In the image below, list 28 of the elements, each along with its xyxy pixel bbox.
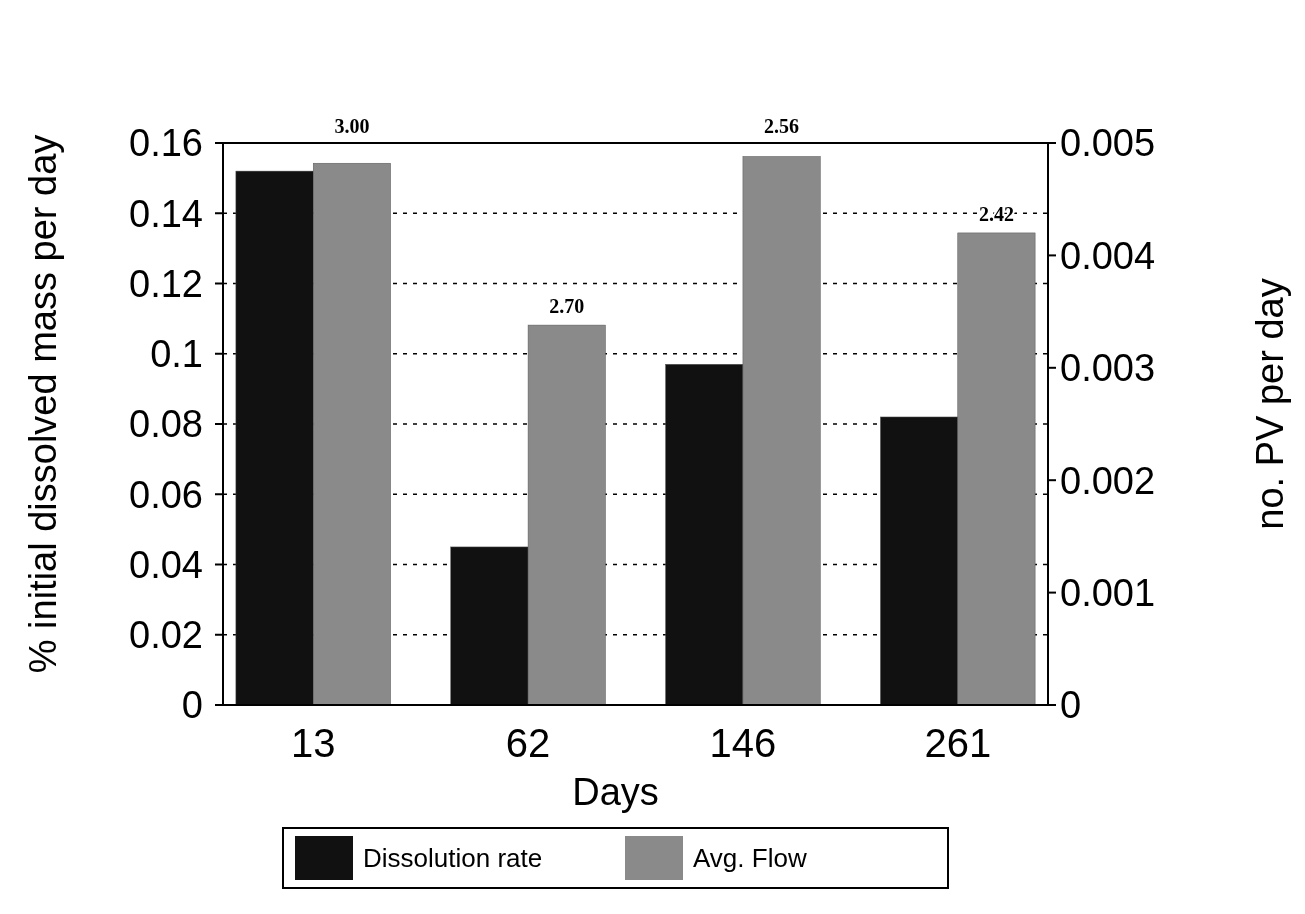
x-tick-label: 62 [505,721,551,765]
x-tick-label: 261 [924,721,992,765]
x-tick-label: 146 [709,721,777,765]
legend-label: Avg. Flow [693,843,807,874]
y-tick-label: 0.16 [129,122,203,165]
y2-tick-label: 0.003 [1060,347,1156,390]
text: 3.00 [334,115,370,137]
y-tick-label: 0.02 [129,614,203,657]
y2-tick-label: 0.004 [1060,234,1156,277]
y-tick-label: 0 [181,684,203,727]
y-tick-label: 0.14 [129,192,203,235]
y-tick-label: 0.06 [129,473,203,516]
x-axis-title: Days [572,771,659,813]
y-tick-label: 0.04 [129,543,203,586]
text: 2.56 [764,115,800,137]
x-tick-label: 13 [290,721,336,765]
y-tick-label: 0.08 [129,403,203,446]
y2-tick-label: 0.002 [1060,459,1156,502]
y2-tick-label: 0.005 [1060,122,1156,165]
y2-axis-title: no. PV per day [1249,278,1291,530]
annotation: 2.42 [978,202,1014,225]
annotation: 2.70 [549,295,585,318]
y2-tick-label: 0.001 [1060,571,1156,614]
y-tick-label: 0.1 [150,333,203,376]
legend-label: Dissolution rate [363,843,543,874]
y2-tick-label: 0 [1060,684,1082,727]
y-tick-label: 0.12 [129,262,203,305]
y-axis-title: % initial dissolved mass per day [22,134,64,674]
